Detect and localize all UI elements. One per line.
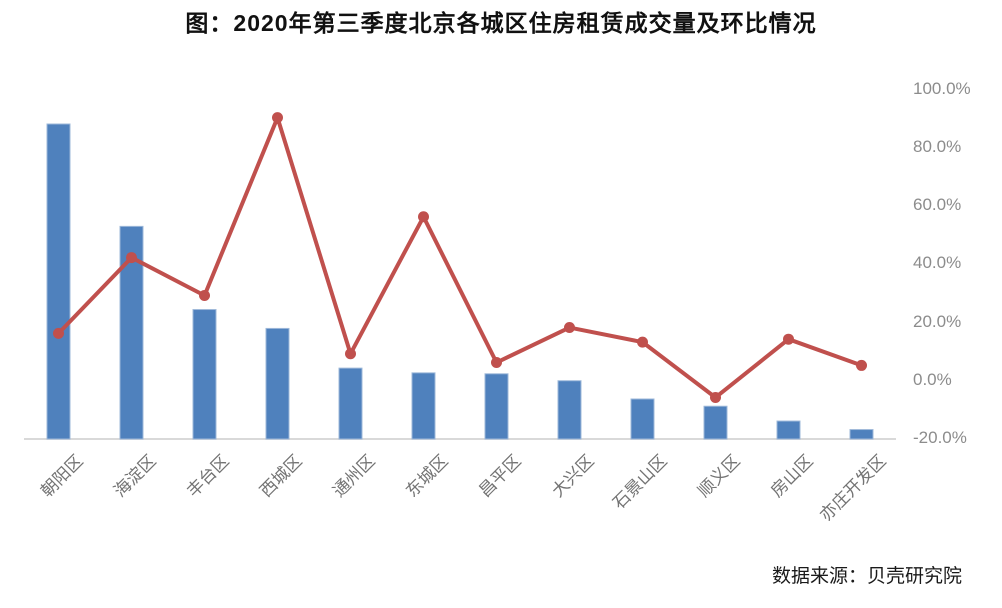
right-axis-tick-label: 80.0%: [913, 136, 962, 156]
volume-bar-2: [192, 309, 217, 440]
right-axis-tick-label: 100.0%: [913, 78, 971, 98]
line-marker-9: [710, 391, 721, 403]
volume-bar-4: [338, 367, 363, 440]
mom-change-line: [56, 115, 864, 400]
volume-bar-5: [411, 372, 436, 440]
right-axis-tick-label: 40.0%: [913, 253, 962, 273]
line-marker-10: [783, 333, 794, 345]
data-source-note: 数据来源：贝壳研究院: [771, 566, 962, 587]
line-marker-6: [491, 357, 502, 369]
volume-bar-11: [849, 429, 874, 440]
line-marker-5: [418, 211, 429, 223]
right-axis-tick-label: 60.0%: [913, 195, 962, 215]
line-marker-0: [53, 327, 64, 339]
chart-title: 图：2020年第三季度北京各城区住房租赁成交量及环比情况: [185, 10, 817, 36]
right-axis-tick-label: 20.0%: [913, 311, 962, 331]
volume-bar-7: [557, 380, 582, 440]
line-marker-3: [272, 112, 283, 124]
volume-bar-6: [484, 373, 509, 440]
volume-bar-3: [265, 327, 290, 440]
volume-bar-1: [119, 225, 144, 440]
volume-bar-9: [703, 405, 728, 440]
volume-bar-0: [46, 123, 71, 440]
right-axis-tick-label: -20.0%: [913, 428, 967, 448]
right-axis-tick-label: 0.0%: [913, 370, 952, 389]
line-marker-11: [856, 359, 867, 371]
line-marker-7: [564, 322, 575, 334]
line-marker-4: [345, 348, 356, 360]
line-marker-1: [126, 252, 137, 264]
line-marker-2: [199, 289, 210, 301]
volume-bar-10: [776, 420, 801, 440]
line-marker-8: [637, 336, 648, 348]
volume-bar-8: [630, 398, 655, 440]
